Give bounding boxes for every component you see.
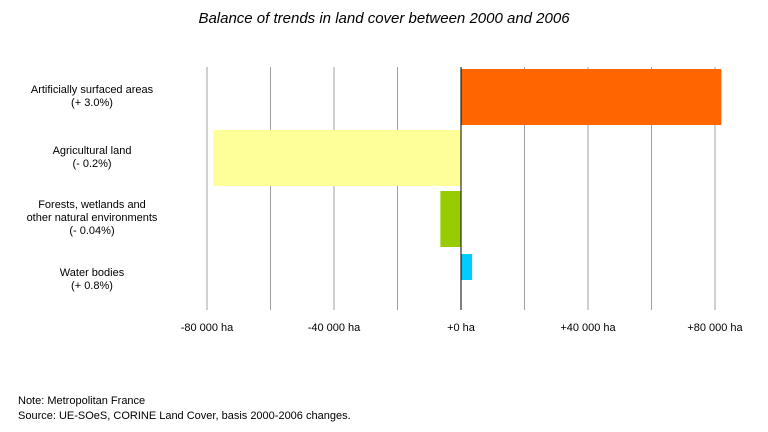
category-label-line: other natural environments bbox=[26, 212, 158, 224]
category-label-line: Forests, wetlands and bbox=[38, 199, 146, 211]
category-label: Forests, wetlands and other natural envir… bbox=[0, 199, 192, 238]
category-label-line: Artificially surfaced areas bbox=[30, 83, 154, 96]
x-tick-label: -80 000 ha bbox=[181, 322, 234, 334]
source-text: Source: UE-SOeS, CORINE Land Cover, basi… bbox=[18, 410, 351, 422]
category-label-line: (+ 3.0%) bbox=[71, 96, 113, 109]
bar-3 bbox=[461, 254, 473, 280]
category-label-line: (- 0.04%) bbox=[69, 225, 115, 237]
x-tick-label: -40 000 ha bbox=[308, 322, 361, 334]
category-label-line: (- 0.2%) bbox=[72, 157, 112, 170]
x-tick-label: +80 000 ha bbox=[687, 322, 743, 334]
bar-0 bbox=[461, 69, 722, 125]
x-tick-label: +0 ha bbox=[447, 322, 476, 334]
note-text: Note: Metropolitan France bbox=[18, 395, 146, 407]
category-label-line: (+ 0.8%) bbox=[71, 279, 113, 292]
category-label: Water bodies (+ 0.8%) bbox=[0, 267, 192, 293]
category-label: Agricultural land (- 0.2%) bbox=[0, 145, 192, 171]
chart-title: Balance of trends in land cover between … bbox=[198, 10, 570, 27]
category-label-line: Water bodies bbox=[59, 266, 125, 279]
x-tick-label: +40 000 ha bbox=[560, 322, 616, 334]
bar-2 bbox=[440, 191, 461, 247]
category-label: Artificially surfaced areas (+ 3.0%) bbox=[0, 84, 192, 110]
bar-1 bbox=[213, 130, 461, 186]
category-label-line: Agricultural land bbox=[52, 144, 132, 157]
